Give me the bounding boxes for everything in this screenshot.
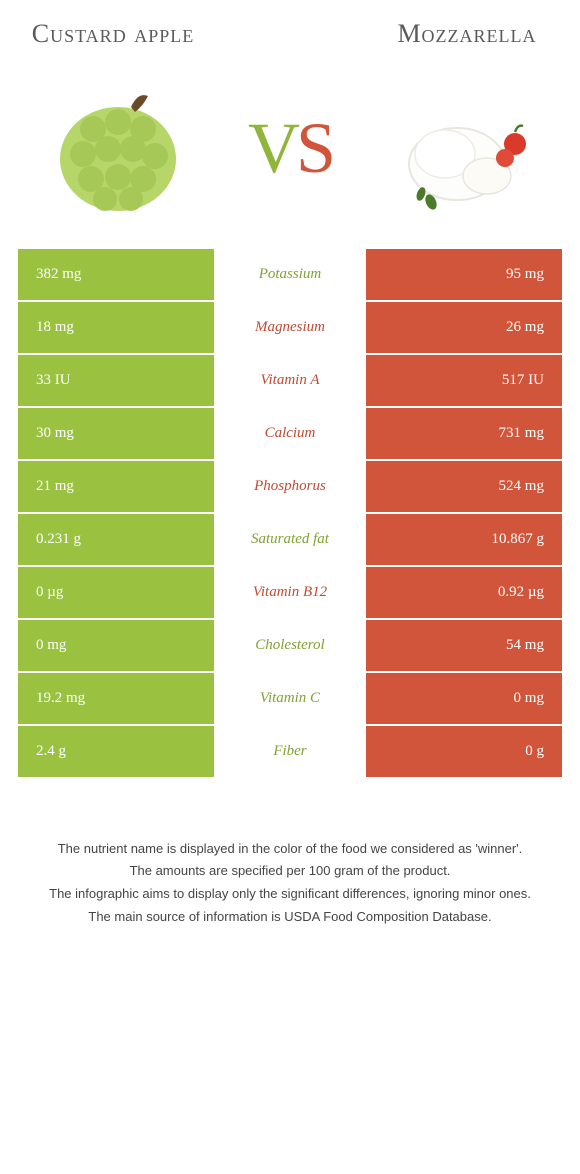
right-value: 95 mg: [366, 249, 562, 302]
right-food-image: [387, 74, 537, 224]
right-value: 0 g: [366, 726, 562, 779]
right-value: 10.867 g: [366, 514, 562, 567]
vs-v: V: [248, 108, 296, 188]
left-value: 0 µg: [18, 567, 214, 620]
nutrient-name: Vitamin C: [214, 673, 366, 726]
right-value: 517 IU: [366, 355, 562, 408]
images-row: VS: [18, 74, 562, 224]
right-value: 26 mg: [366, 302, 562, 355]
right-value: 524 mg: [366, 461, 562, 514]
left-food-image: [43, 74, 193, 224]
header-row: Custard apple Mozzarella: [18, 20, 562, 49]
footnote-line: The nutrient name is displayed in the co…: [28, 839, 552, 860]
nutrient-name: Vitamin B12: [214, 567, 366, 620]
table-row: 0 µgVitamin B120.92 µg: [18, 567, 562, 620]
nutrient-name: Vitamin A: [214, 355, 366, 408]
table-row: 21 mgPhosphorus524 mg: [18, 461, 562, 514]
footnote-line: The main source of information is USDA F…: [28, 907, 552, 928]
right-value: 54 mg: [366, 620, 562, 673]
left-value: 0.231 g: [18, 514, 214, 567]
comparison-infographic: Custard apple Mozzarella VS: [0, 0, 580, 960]
left-value: 21 mg: [18, 461, 214, 514]
nutrient-name: Saturated fat: [214, 514, 366, 567]
nutrient-table: 382 mgPotassium95 mg18 mgMagnesium26 mg3…: [18, 249, 562, 779]
table-row: 33 IUVitamin A517 IU: [18, 355, 562, 408]
footnote-line: The infographic aims to display only the…: [28, 884, 552, 905]
nutrient-name: Potassium: [214, 249, 366, 302]
table-row: 30 mgCalcium731 mg: [18, 408, 562, 461]
vs-label: VS: [248, 107, 332, 190]
left-value: 18 mg: [18, 302, 214, 355]
table-row: 382 mgPotassium95 mg: [18, 249, 562, 302]
left-value: 30 mg: [18, 408, 214, 461]
table-row: 0 mgCholesterol54 mg: [18, 620, 562, 673]
left-food-title: Custard apple: [18, 20, 208, 49]
vs-s: S: [296, 108, 332, 188]
nutrient-name: Phosphorus: [214, 461, 366, 514]
footnote-line: The amounts are specified per 100 gram o…: [28, 861, 552, 882]
table-row: 18 mgMagnesium26 mg: [18, 302, 562, 355]
nutrient-name: Cholesterol: [214, 620, 366, 673]
left-value: 382 mg: [18, 249, 214, 302]
right-food-title: Mozzarella: [372, 20, 562, 49]
table-row: 2.4 gFiber0 g: [18, 726, 562, 779]
nutrient-name: Fiber: [214, 726, 366, 779]
table-row: 0.231 gSaturated fat10.867 g: [18, 514, 562, 567]
left-value: 0 mg: [18, 620, 214, 673]
left-value: 19.2 mg: [18, 673, 214, 726]
footnotes: The nutrient name is displayed in the co…: [18, 839, 562, 928]
right-value: 0 mg: [366, 673, 562, 726]
table-row: 19.2 mgVitamin C0 mg: [18, 673, 562, 726]
nutrient-name: Calcium: [214, 408, 366, 461]
nutrient-name: Magnesium: [214, 302, 366, 355]
right-value: 0.92 µg: [366, 567, 562, 620]
right-value: 731 mg: [366, 408, 562, 461]
left-value: 33 IU: [18, 355, 214, 408]
left-value: 2.4 g: [18, 726, 214, 779]
